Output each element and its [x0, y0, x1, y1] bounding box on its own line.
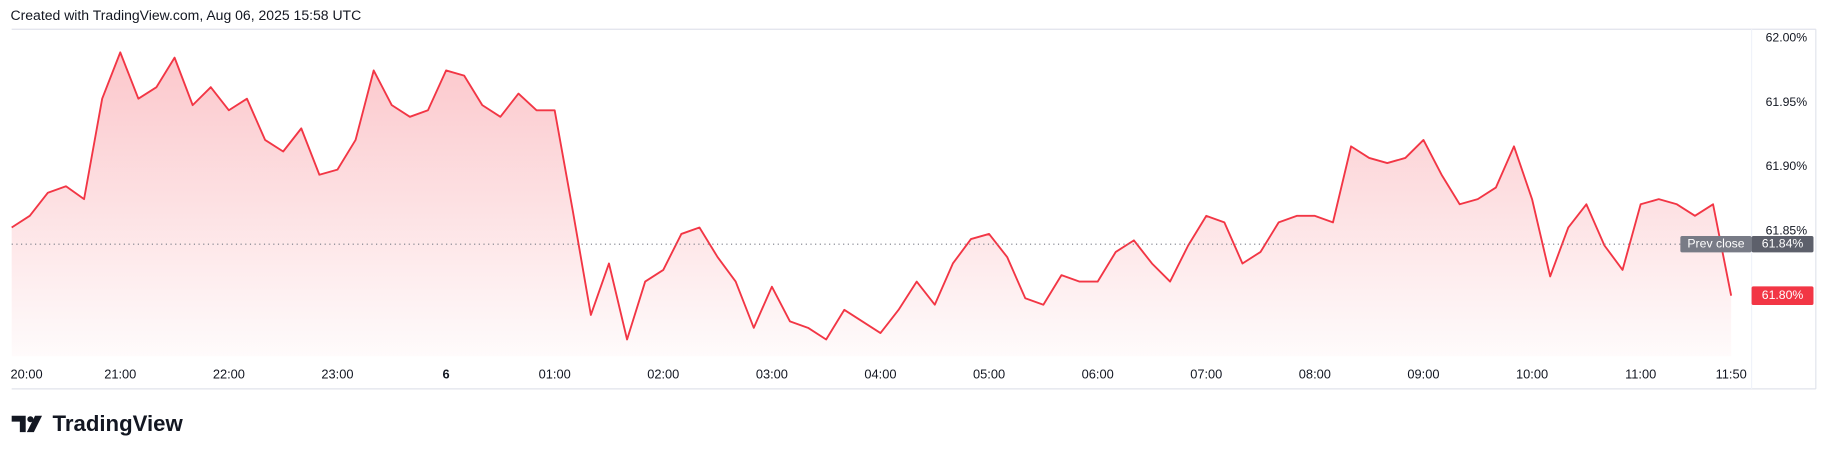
- prev-close-price: 61.84%: [1762, 236, 1804, 250]
- y-tick-label: 62.00%: [1766, 30, 1808, 44]
- price-line: [11, 51, 1733, 341]
- x-tick-label: 02:00: [647, 366, 679, 381]
- x-tick-label: 22:00: [213, 366, 245, 381]
- y-tick-label: 61.90%: [1766, 159, 1808, 173]
- x-tick-label: 09:00: [1407, 366, 1439, 381]
- prev-close-tag: [1680, 236, 1752, 253]
- x-tick-label: 01:00: [539, 366, 571, 381]
- y-tick-label: 61.85%: [1766, 224, 1808, 238]
- last-price-tag: [1751, 286, 1814, 306]
- x-tick-label: 23:00: [321, 366, 353, 381]
- x-tick-label: 11:50: [1716, 366, 1747, 381]
- x-tick-label: 03:00: [756, 366, 788, 381]
- y-tick-label: 61.95%: [1766, 95, 1808, 109]
- x-tick-label: 08:00: [1299, 366, 1331, 381]
- x-tick-label: 20:00: [11, 366, 43, 381]
- prev-close-name: Prev close: [1687, 236, 1744, 250]
- x-tick-label: 11:00: [1625, 366, 1656, 381]
- logo-icon: [27, 416, 34, 423]
- logo: TradingView: [11, 411, 184, 436]
- header: Created with TradingView.com, Aug 06, 20…: [11, 7, 362, 23]
- x-tick-label: 04:00: [864, 366, 896, 381]
- x-tick-label: 6: [443, 366, 450, 381]
- logo-icon: [11, 415, 26, 433]
- x-tick-label: 06:00: [1082, 366, 1114, 381]
- prev-close-price-tag: [1751, 236, 1814, 253]
- x-tick-label: 10:00: [1516, 366, 1548, 381]
- x-tick-label: 21:00: [104, 366, 136, 381]
- x-tick-label: 07:00: [1190, 366, 1222, 381]
- last-price-label: 61.80%: [1762, 288, 1804, 302]
- area-fill: [11, 52, 1732, 357]
- x-tick-label: 05:00: [973, 366, 1005, 381]
- logo-text: TradingView: [53, 411, 184, 436]
- logo-icon: [26, 415, 43, 433]
